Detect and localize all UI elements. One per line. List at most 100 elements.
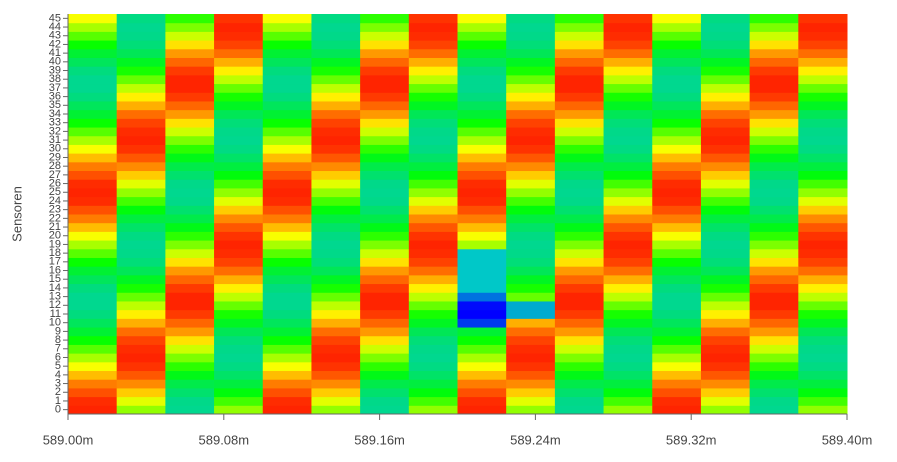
- heat-cell: [506, 318, 556, 328]
- heat-cell: [652, 14, 702, 24]
- heat-cell: [68, 74, 118, 85]
- heat-cell: [214, 274, 264, 285]
- heat-cell: [311, 327, 361, 337]
- heat-cell: [116, 396, 166, 406]
- heat-cell: [603, 396, 653, 406]
- heat-cell: [68, 370, 118, 380]
- heat-cell: [68, 379, 118, 389]
- heat-cell: [652, 40, 702, 50]
- y-tick-label: 4: [55, 369, 61, 381]
- heat-cell: [798, 300, 848, 311]
- heat-cell: [408, 266, 458, 276]
- heat-cell: [554, 231, 605, 241]
- heat-cell: [798, 14, 848, 24]
- heat-cell: [457, 370, 507, 380]
- y-tick-label: 44: [49, 21, 61, 33]
- heat-cell: [700, 327, 751, 337]
- heat-cell: [262, 257, 312, 267]
- heat-cell: [116, 48, 166, 58]
- heat-cell: [457, 379, 507, 389]
- y-tick-label: 23: [49, 204, 61, 216]
- heat-cell: [408, 248, 458, 258]
- heat-cell: [652, 396, 702, 406]
- heat-cell: [652, 283, 702, 293]
- heat-cell: [652, 405, 702, 415]
- heat-cell: [68, 353, 118, 363]
- heat-cell: [798, 179, 848, 189]
- heat-cell: [68, 109, 118, 119]
- heat-cell: [360, 31, 410, 41]
- heat-cell: [68, 222, 118, 232]
- heat-cell: [603, 40, 653, 50]
- heat-cell: [214, 248, 264, 258]
- heat-cell: [603, 57, 653, 67]
- heat-cell: [603, 214, 653, 224]
- heat-cell: [749, 170, 799, 180]
- heat-cell: [68, 144, 118, 154]
- heat-cell: [116, 370, 166, 380]
- heat-cell: [652, 179, 702, 189]
- heat-cell: [749, 335, 799, 345]
- heat-cell: [116, 187, 166, 198]
- heat-cell: [506, 361, 556, 372]
- heat-cell: [749, 379, 799, 389]
- heat-cell: [457, 248, 507, 258]
- heat-cell: [68, 231, 118, 241]
- y-tick-label: 21: [49, 221, 61, 233]
- heat-cell: [262, 31, 312, 41]
- heat-cell: [68, 300, 118, 311]
- heat-cell: [798, 309, 848, 319]
- heat-cell: [554, 135, 605, 145]
- heat-cell: [506, 292, 556, 302]
- heat-cell: [506, 100, 556, 111]
- y-tick-label: 43: [49, 30, 61, 42]
- heat-cell: [798, 100, 848, 111]
- heat-cell: [749, 370, 799, 380]
- heat-cell: [360, 100, 410, 111]
- heat-cell: [311, 257, 361, 267]
- heat-cell: [457, 274, 507, 285]
- heat-cell: [165, 170, 215, 180]
- heat-cell: [798, 48, 848, 58]
- heat-cell: [68, 205, 118, 215]
- heat-cell: [408, 387, 458, 398]
- heat-cell: [798, 196, 848, 206]
- heat-cell: [214, 144, 264, 154]
- heat-cell: [457, 361, 507, 372]
- heat-cell: [116, 179, 166, 189]
- heat-cell: [798, 40, 848, 50]
- heat-cell: [68, 266, 118, 276]
- heat-cell: [749, 31, 799, 41]
- heat-cell: [360, 66, 410, 76]
- heat-cell: [603, 222, 653, 232]
- heat-cell: [554, 66, 605, 76]
- heat-cell: [116, 274, 166, 285]
- heat-cell: [749, 353, 799, 363]
- heat-cell: [262, 83, 312, 93]
- heat-cell: [165, 292, 215, 302]
- heat-cell: [408, 309, 458, 319]
- heat-cell: [457, 109, 507, 119]
- heat-cell: [408, 300, 458, 311]
- heat-cell: [700, 187, 751, 198]
- heat-cell: [214, 161, 264, 172]
- heat-cell: [554, 153, 605, 163]
- heat-cell: [749, 396, 799, 406]
- heat-cell: [165, 118, 215, 128]
- heat-cell: [603, 109, 653, 119]
- heat-cell: [165, 92, 215, 102]
- y-tick-label: 37: [49, 82, 61, 94]
- heat-cell: [408, 40, 458, 50]
- heat-cell: [360, 405, 410, 415]
- heat-cell: [262, 396, 312, 406]
- heat-cell: [408, 327, 458, 337]
- heat-cell: [116, 118, 166, 128]
- heat-cell: [360, 353, 410, 363]
- heat-cell: [214, 335, 264, 345]
- heat-cell: [700, 387, 751, 398]
- heat-cell: [700, 240, 751, 250]
- y-tick-label: 18: [49, 247, 61, 259]
- heat-cell: [652, 205, 702, 215]
- heat-cell: [652, 248, 702, 258]
- heat-cell: [68, 309, 118, 319]
